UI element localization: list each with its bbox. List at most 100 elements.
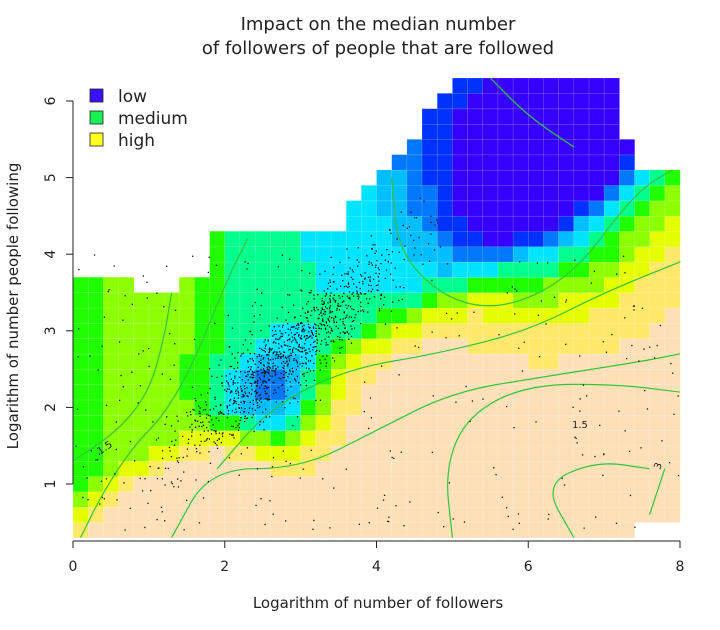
data-point bbox=[284, 362, 286, 364]
data-point bbox=[302, 373, 304, 376]
heatmap-cell bbox=[452, 215, 469, 232]
heatmap-cell bbox=[345, 353, 362, 370]
data-point bbox=[547, 262, 549, 264]
data-point bbox=[229, 392, 231, 394]
heatmap-cell bbox=[345, 338, 362, 355]
data-point bbox=[230, 365, 233, 368]
data-point bbox=[574, 259, 576, 261]
data-point bbox=[501, 496, 503, 498]
data-point bbox=[272, 358, 274, 360]
data-point bbox=[333, 321, 335, 323]
data-point bbox=[216, 439, 219, 442]
data-point bbox=[276, 351, 278, 353]
heatmap-cell bbox=[573, 93, 590, 110]
data-point bbox=[329, 527, 331, 529]
data-point bbox=[668, 462, 671, 464]
data-point bbox=[643, 348, 645, 350]
heatmap-cell bbox=[330, 445, 347, 462]
data-point bbox=[507, 515, 509, 518]
data-point bbox=[514, 313, 516, 315]
data-point bbox=[283, 367, 285, 370]
data-point bbox=[309, 335, 311, 338]
data-point bbox=[354, 316, 356, 319]
data-point bbox=[295, 341, 297, 343]
data-point bbox=[265, 416, 267, 418]
data-point bbox=[191, 429, 193, 431]
data-point bbox=[317, 294, 319, 296]
data-point bbox=[138, 353, 140, 355]
data-point bbox=[252, 372, 254, 374]
data-point bbox=[168, 446, 171, 448]
data-point bbox=[272, 381, 274, 384]
data-point bbox=[124, 295, 126, 297]
data-point bbox=[398, 374, 400, 376]
heatmap-cell bbox=[178, 322, 195, 339]
data-point bbox=[251, 376, 253, 378]
heatmap-cell bbox=[376, 384, 393, 401]
heatmap-cell bbox=[330, 276, 347, 294]
heatmap-cell bbox=[73, 338, 89, 355]
heatmap-cell bbox=[194, 276, 211, 294]
data-point bbox=[301, 348, 303, 350]
heatmap-cell bbox=[406, 491, 423, 508]
heatmap-cell bbox=[209, 307, 226, 324]
data-point bbox=[304, 329, 306, 331]
data-point bbox=[220, 412, 223, 414]
data-point bbox=[237, 351, 239, 354]
data-point bbox=[257, 380, 259, 382]
heatmap-cell bbox=[361, 307, 378, 324]
data-point bbox=[315, 350, 317, 353]
heatmap-cell bbox=[543, 93, 560, 110]
data-point bbox=[242, 400, 245, 402]
heatmap-cell bbox=[467, 169, 484, 186]
data-point bbox=[323, 301, 325, 303]
data-point bbox=[254, 363, 256, 365]
data-point bbox=[389, 273, 392, 275]
data-point bbox=[258, 355, 260, 357]
data-point bbox=[268, 347, 271, 349]
data-point bbox=[251, 358, 253, 360]
data-point bbox=[115, 448, 117, 451]
heatmap-cell bbox=[588, 93, 605, 110]
data-point bbox=[377, 289, 379, 292]
data-point bbox=[375, 284, 378, 287]
data-point bbox=[263, 373, 266, 375]
heatmap-cell bbox=[133, 460, 150, 477]
data-point bbox=[170, 481, 172, 483]
data-point bbox=[267, 379, 270, 381]
heatmap-cell bbox=[436, 230, 453, 248]
data-point bbox=[323, 303, 325, 305]
heatmap-cell bbox=[497, 430, 514, 447]
heatmap-cell bbox=[133, 491, 150, 508]
data-point bbox=[240, 371, 242, 373]
data-point bbox=[193, 338, 196, 341]
heatmap-cell bbox=[603, 322, 620, 339]
heatmap-cell bbox=[406, 476, 423, 493]
data-point bbox=[547, 518, 549, 520]
heatmap-cell bbox=[573, 491, 590, 508]
heatmap-cell bbox=[497, 261, 514, 278]
data-point bbox=[279, 353, 281, 355]
heatmap-cell bbox=[573, 476, 590, 493]
heatmap-cell bbox=[133, 307, 150, 324]
data-point bbox=[378, 308, 381, 310]
data-point bbox=[263, 364, 265, 366]
data-point bbox=[270, 359, 272, 361]
data-point bbox=[266, 387, 268, 390]
data-point bbox=[256, 468, 259, 470]
data-point bbox=[394, 267, 396, 269]
data-point bbox=[77, 356, 79, 358]
y-tick-label: 4 bbox=[43, 250, 59, 259]
heatmap-cell bbox=[118, 338, 135, 355]
heatmap-cell bbox=[391, 276, 408, 294]
heatmap-cell bbox=[436, 476, 453, 493]
data-point bbox=[326, 332, 328, 334]
data-point bbox=[331, 328, 333, 330]
data-point bbox=[307, 360, 310, 362]
data-point bbox=[238, 474, 240, 476]
heatmap-cell bbox=[421, 261, 438, 278]
data-point bbox=[333, 281, 335, 283]
data-point bbox=[316, 338, 318, 341]
heatmap-cell bbox=[239, 307, 256, 324]
heatmap-cell bbox=[588, 215, 605, 232]
